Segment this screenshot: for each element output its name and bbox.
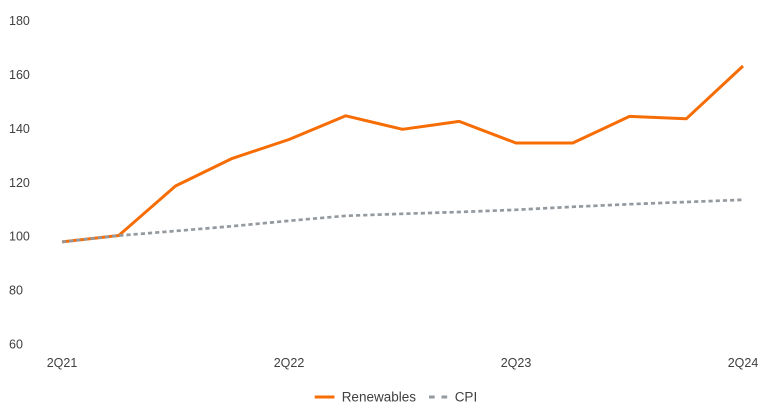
svg-text:140: 140 bbox=[9, 122, 30, 136]
svg-text:160: 160 bbox=[9, 68, 30, 82]
svg-text:2Q23: 2Q23 bbox=[501, 356, 532, 370]
svg-text:120: 120 bbox=[9, 176, 30, 190]
svg-text:100: 100 bbox=[9, 230, 30, 244]
svg-text:Renewables: Renewables bbox=[342, 390, 417, 405]
svg-text:CPI: CPI bbox=[455, 390, 478, 405]
svg-text:180: 180 bbox=[9, 14, 30, 28]
svg-text:80: 80 bbox=[9, 284, 23, 298]
svg-text:60: 60 bbox=[9, 338, 23, 352]
svg-text:2Q21: 2Q21 bbox=[47, 356, 78, 370]
svg-text:2Q24: 2Q24 bbox=[728, 356, 759, 370]
svg-text:2Q22: 2Q22 bbox=[274, 356, 305, 370]
